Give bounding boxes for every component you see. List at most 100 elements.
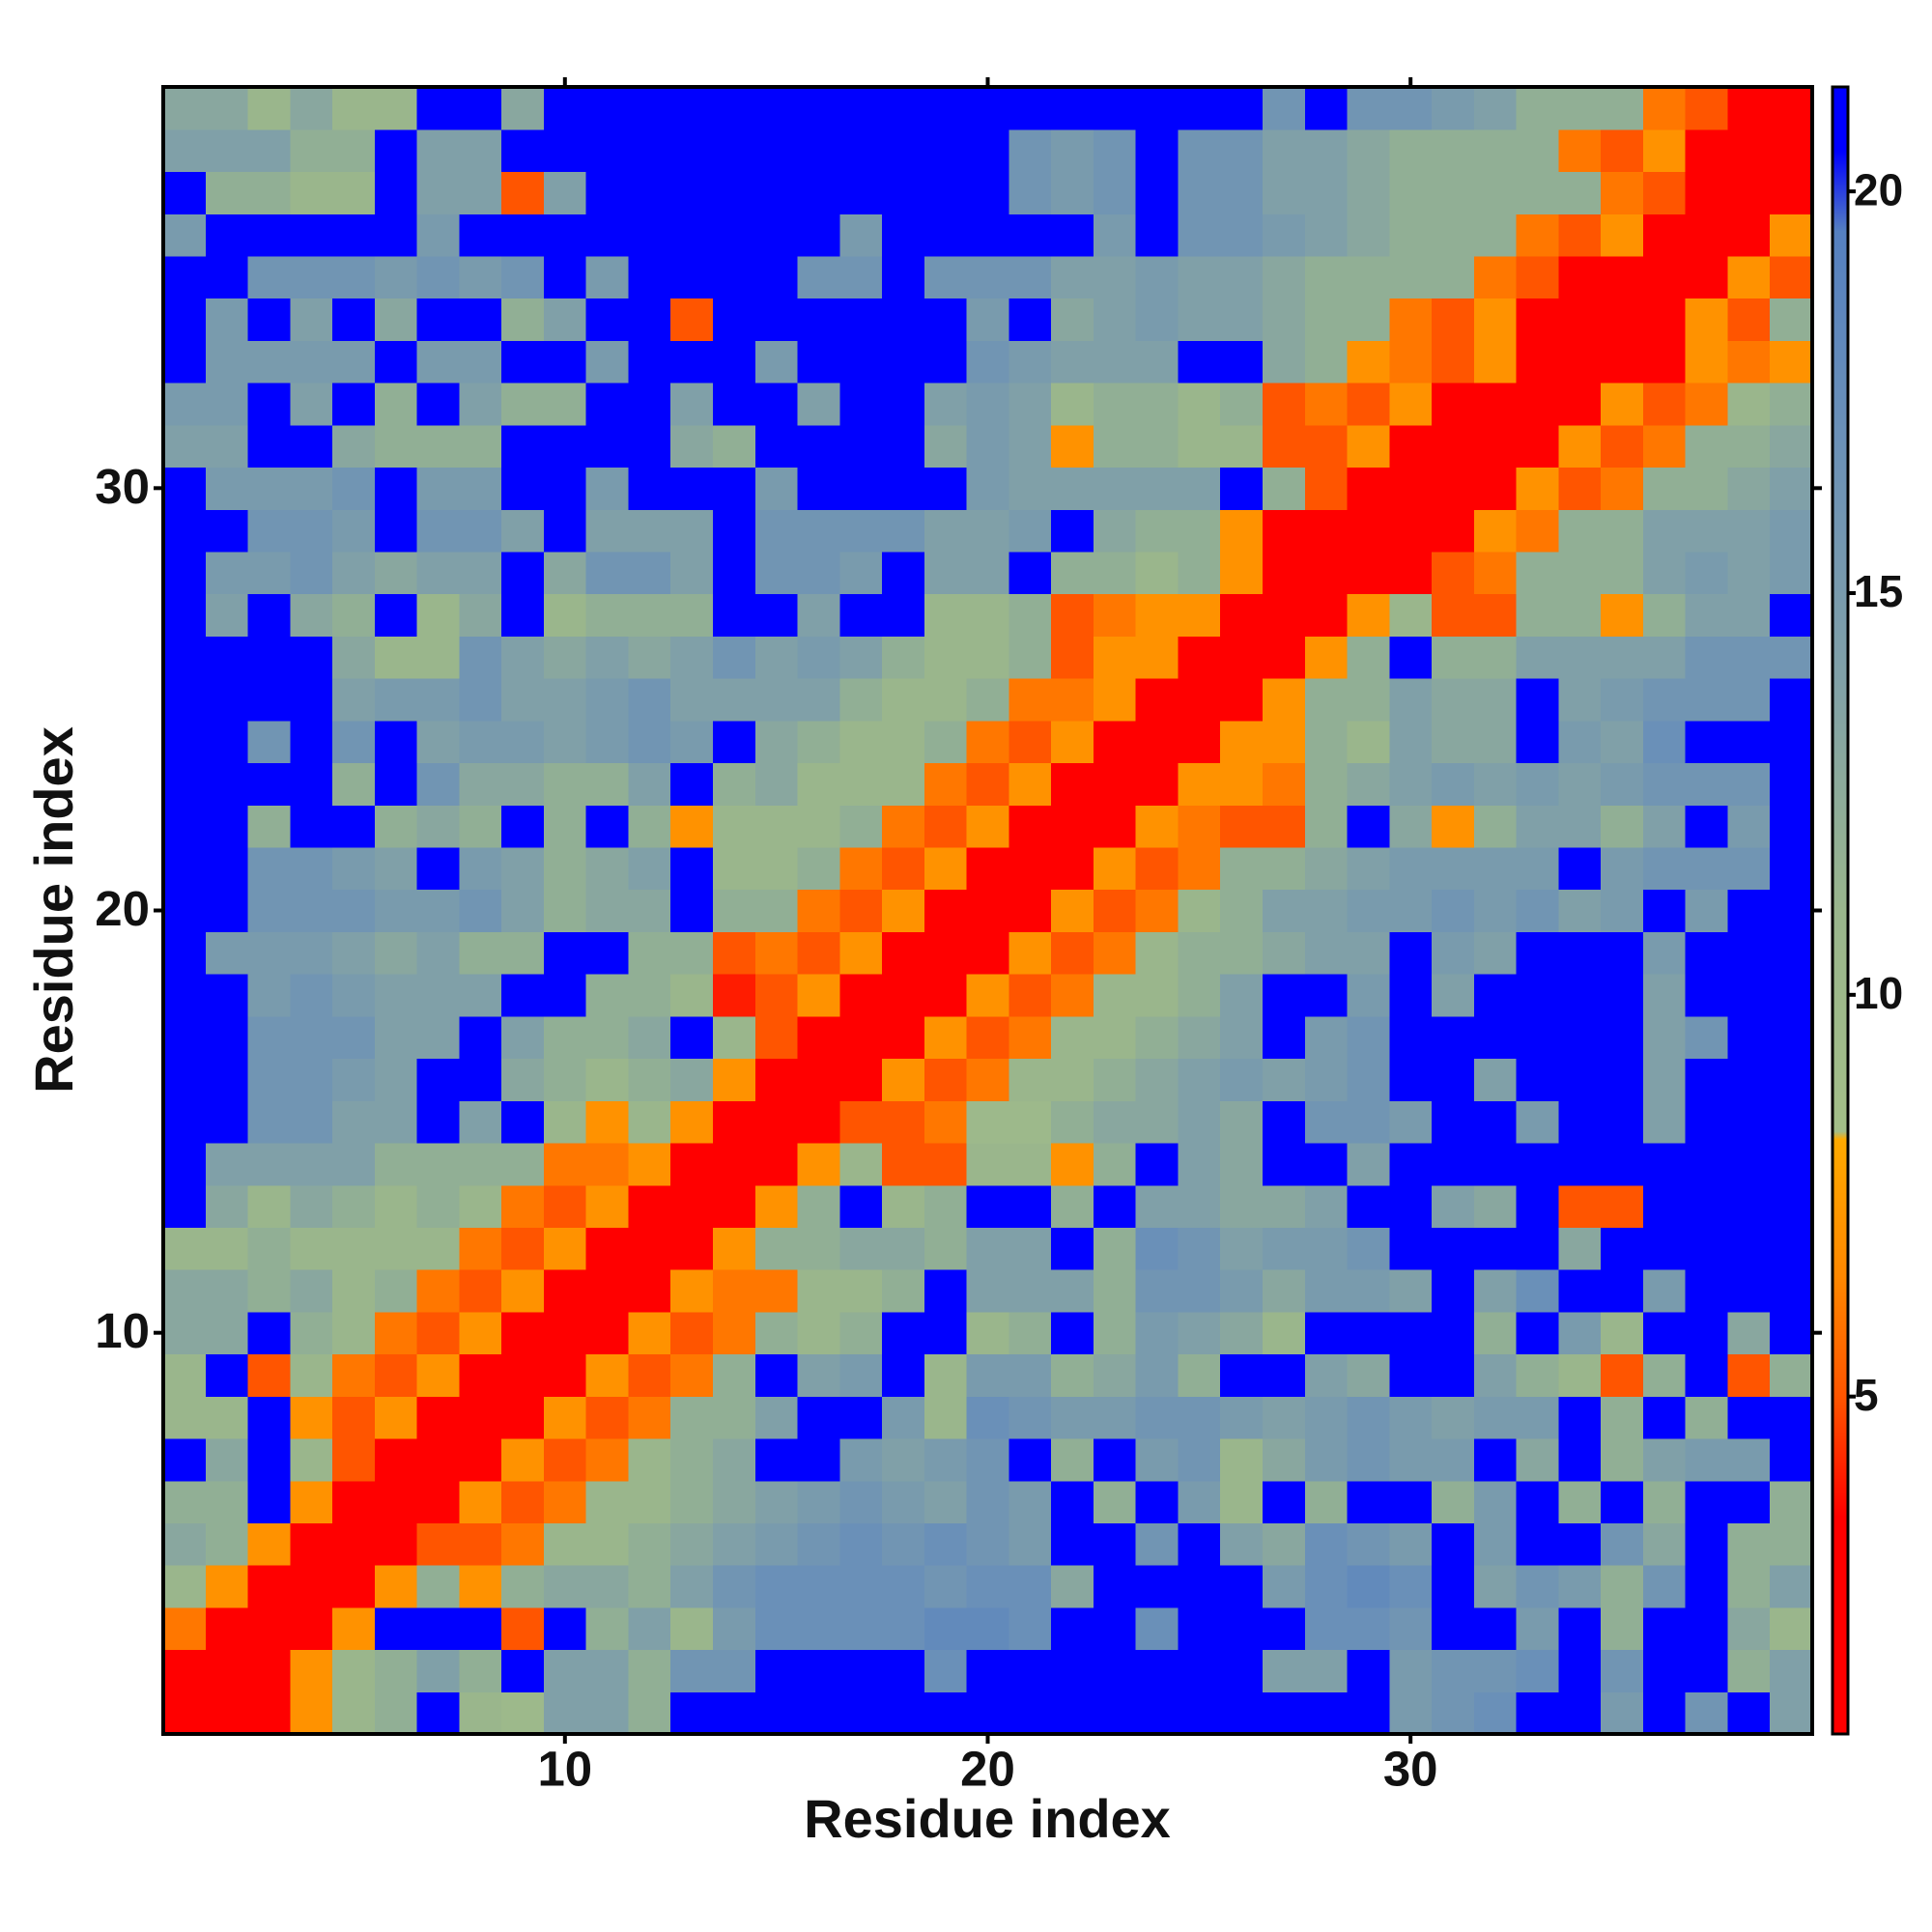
heatmap-cell xyxy=(1473,805,1518,848)
heatmap-cell xyxy=(543,846,587,891)
heatmap-cell xyxy=(1178,1437,1221,1482)
heatmap-cell xyxy=(1009,340,1052,384)
heatmap-cell xyxy=(1178,762,1221,806)
heatmap-cell xyxy=(670,720,714,764)
colorbar-tick-label: 10 xyxy=(1854,968,1903,1018)
heatmap-cell xyxy=(839,805,883,848)
heatmap-cell xyxy=(1178,509,1221,553)
heatmap-cell xyxy=(1304,340,1349,384)
heatmap-cell xyxy=(1220,1437,1264,1482)
heatmap-cell xyxy=(163,1691,207,1735)
heatmap-cell xyxy=(205,171,249,214)
heatmap-cell xyxy=(923,889,968,932)
heatmap-cell xyxy=(374,509,418,553)
heatmap-cell xyxy=(585,593,630,637)
heatmap-cell xyxy=(1009,1269,1052,1313)
heatmap-cell xyxy=(1727,1227,1771,1270)
heatmap-cell xyxy=(501,171,545,214)
heatmap-cell xyxy=(797,213,840,257)
heatmap-cell xyxy=(1473,636,1518,679)
heatmap-cell xyxy=(1727,255,1771,299)
heatmap-cell xyxy=(882,340,925,384)
heatmap-cell xyxy=(628,720,671,764)
heatmap-cell xyxy=(585,171,630,214)
heatmap-cell xyxy=(1135,931,1179,975)
heatmap-cell xyxy=(1558,974,1602,1017)
heatmap-cell xyxy=(1389,931,1433,975)
heatmap-cell xyxy=(923,1269,968,1313)
heatmap-cell xyxy=(923,846,968,891)
heatmap-cell xyxy=(374,805,418,848)
heatmap-cell xyxy=(1220,1606,1264,1651)
heatmap-cell xyxy=(1601,720,1644,764)
heatmap-cell xyxy=(1642,762,1687,806)
heatmap-cell xyxy=(628,1353,671,1397)
heatmap-cell xyxy=(839,1480,883,1524)
heatmap-cell xyxy=(1770,974,1813,1017)
heatmap-cell xyxy=(1220,1184,1264,1228)
heatmap-cell xyxy=(1432,1691,1475,1735)
heatmap-cell xyxy=(501,593,545,637)
heatmap-cell xyxy=(416,1606,460,1651)
heatmap-cell xyxy=(966,1691,1009,1735)
heatmap-cell xyxy=(1770,1142,1813,1186)
heatmap-cell xyxy=(1770,1437,1813,1482)
heatmap-cell xyxy=(1051,889,1094,932)
heatmap-cell xyxy=(163,1269,207,1313)
heatmap-cell xyxy=(1389,678,1433,722)
heatmap-cell xyxy=(1135,1396,1179,1439)
heatmap-cell xyxy=(1727,1565,1771,1608)
heatmap-cell xyxy=(797,1606,840,1651)
heatmap-cell xyxy=(839,467,883,510)
heatmap-cell xyxy=(585,298,630,341)
heatmap-cell xyxy=(1558,889,1602,932)
heatmap-cell xyxy=(882,1353,925,1397)
heatmap-cell xyxy=(501,383,545,426)
heatmap-cell xyxy=(205,1522,249,1566)
heatmap-cell xyxy=(501,1015,545,1060)
heatmap-cell xyxy=(205,213,249,257)
heatmap-cell xyxy=(290,1058,333,1101)
heatmap-cell xyxy=(754,1691,799,1735)
heatmap-cell xyxy=(966,1184,1009,1228)
heatmap-cell xyxy=(374,171,418,214)
heatmap-cell xyxy=(1220,720,1264,764)
heatmap-cell xyxy=(1516,1015,1559,1060)
heatmap-cell xyxy=(839,509,883,553)
heatmap-cell xyxy=(416,720,460,764)
heatmap-cell xyxy=(670,424,714,469)
heatmap-cell xyxy=(1601,1480,1644,1524)
heatmap-cell xyxy=(1516,1311,1559,1355)
heatmap-cell xyxy=(1347,1691,1390,1735)
heatmap-cell xyxy=(205,1269,249,1313)
heatmap-cell xyxy=(163,298,207,341)
heatmap-cell xyxy=(1516,678,1559,722)
heatmap-cell xyxy=(1727,171,1771,214)
heatmap-cell xyxy=(1473,1100,1518,1144)
heatmap-cell xyxy=(754,636,799,679)
heatmap-cell xyxy=(1135,1437,1179,1482)
heatmap-cell xyxy=(585,1184,630,1228)
heatmap-cell xyxy=(628,593,671,637)
heatmap-cell xyxy=(1601,171,1644,214)
heatmap-cell xyxy=(205,298,249,341)
heatmap-cell xyxy=(374,678,418,722)
heatmap-cell xyxy=(966,298,1009,341)
heatmap-cell xyxy=(754,1522,799,1566)
heatmap-cell xyxy=(1135,424,1179,469)
heatmap-cell xyxy=(628,1311,671,1355)
heatmap-cell xyxy=(1051,87,1094,130)
heatmap-cell xyxy=(585,1396,630,1439)
heatmap-cell xyxy=(247,593,291,637)
heatmap-cell xyxy=(1432,551,1475,595)
heatmap-cell xyxy=(501,1269,545,1313)
heatmap-cell xyxy=(1347,1100,1390,1144)
heatmap-cell xyxy=(543,636,587,679)
heatmap-cell xyxy=(163,1437,207,1482)
heatmap-cell xyxy=(1601,1353,1644,1397)
heatmap-cell xyxy=(1516,889,1559,932)
heatmap-cell xyxy=(205,762,249,806)
heatmap-cell xyxy=(585,762,630,806)
heatmap-cell xyxy=(1389,551,1433,595)
heatmap-cell xyxy=(797,846,840,891)
